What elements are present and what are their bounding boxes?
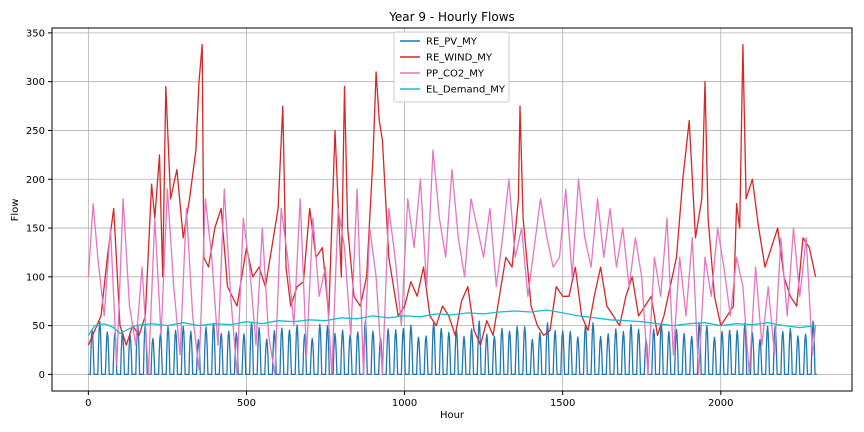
- y-tick-label: 250: [26, 126, 45, 137]
- x-tick-label: 500: [237, 398, 256, 409]
- legend-label: RE_PV_MY: [426, 37, 478, 48]
- legend-label: EL_Demand_MY: [426, 85, 506, 96]
- x-axis-ticks: 0 500 1000 1500 2000: [85, 391, 734, 409]
- y-tick-label: 0: [39, 370, 45, 381]
- legend-label: RE_WIND_MY: [426, 53, 493, 64]
- series-line-re-wind-my: [87, 43, 817, 346]
- legend: RE_PV_MY RE_WIND_MY PP_CO2_MY EL_Demand_MY: [393, 31, 510, 103]
- x-tick-label: 2000: [708, 398, 733, 409]
- y-tick-label: 150: [26, 224, 45, 235]
- y-tick-label: 50: [32, 321, 45, 332]
- y-tick-label: 200: [26, 175, 45, 186]
- legend-box: [393, 31, 510, 103]
- series-line-el-demand-my: [87, 309, 816, 336]
- y-axis-ticks: 0 50 100 150 200 250 300 350: [26, 28, 52, 381]
- chart-title: Year 9 - Hourly Flows: [388, 10, 515, 24]
- x-tick-label: 1500: [550, 398, 575, 409]
- x-tick-label: 1000: [392, 398, 417, 409]
- legend-label: PP_CO2_MY: [426, 69, 485, 80]
- y-axis-label: Flow: [10, 199, 21, 222]
- series-layer: [87, 43, 817, 376]
- plot-frame: [51, 27, 853, 392]
- x-axis-label: Hour: [440, 410, 465, 421]
- series-line-re-pv-my: [88, 320, 817, 376]
- y-tick-label: 300: [26, 77, 45, 88]
- y-tick-label: 100: [26, 272, 45, 283]
- series-line-pp-co2-my: [87, 149, 817, 376]
- y-tick-label: 350: [26, 28, 45, 39]
- x-tick-label: 0: [85, 398, 91, 409]
